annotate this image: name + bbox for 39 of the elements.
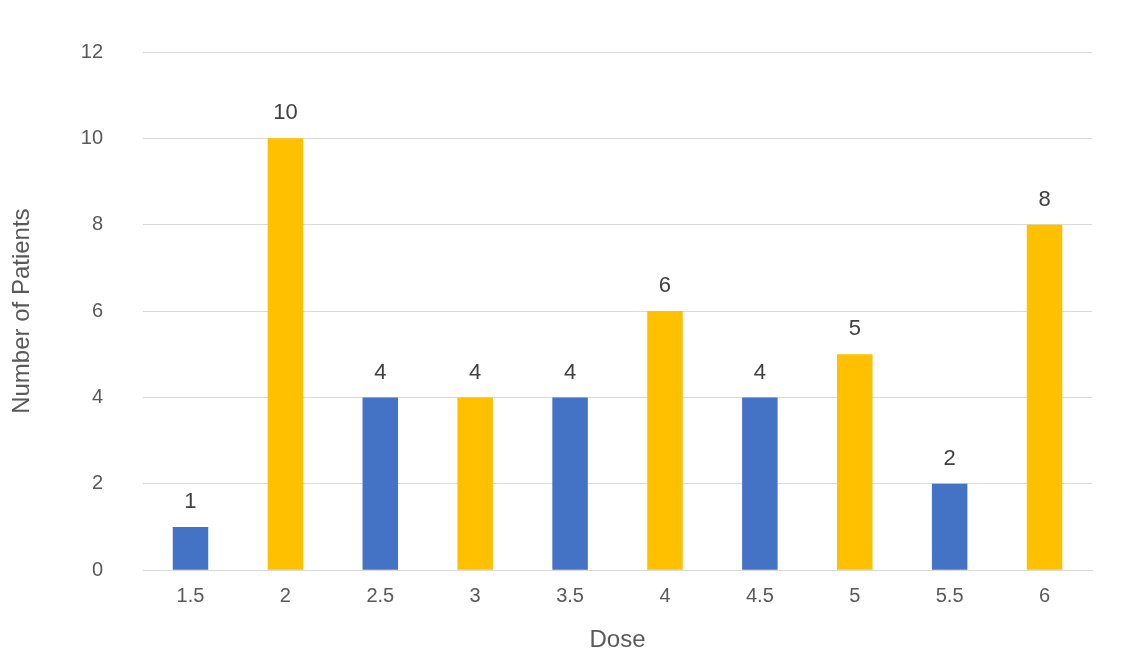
bar [172, 527, 209, 570]
x-tick-label: 4 [659, 583, 671, 606]
data-label: 8 [1038, 185, 1051, 211]
bar [1026, 224, 1063, 570]
y-tick-label: 10 [80, 125, 104, 148]
data-label: 10 [273, 99, 298, 125]
x-tick-label: 1.5 [176, 583, 205, 606]
x-tick-label: 3.5 [556, 583, 584, 606]
data-label: 5 [848, 315, 861, 341]
bar [931, 483, 968, 570]
bar [647, 311, 683, 570]
data-label: 2 [943, 444, 956, 470]
x-tick-label: 5 [849, 583, 861, 606]
bar [552, 397, 588, 570]
x-axis-title: Dose [589, 625, 646, 653]
x-tick-label: 3 [469, 583, 481, 606]
data-label: 1 [184, 488, 197, 514]
y-tick-label: 8 [91, 212, 104, 235]
x-tick-label: 2 [279, 583, 291, 606]
bar [457, 397, 493, 570]
x-tick-label: 6 [1038, 583, 1051, 606]
x-tick-label: 5.5 [935, 583, 964, 606]
y-tick-label: 0 [91, 557, 104, 580]
x-tick-label: 2.5 [366, 583, 395, 606]
x-tick-label: 4.5 [745, 583, 774, 606]
data-label: 4 [563, 358, 577, 384]
y-tick-label: 6 [91, 298, 104, 321]
y-tick-label: 4 [91, 384, 104, 407]
bar [267, 138, 304, 570]
data-label: 4 [374, 358, 387, 384]
y-axis-title: Number of Patients [7, 208, 35, 414]
data-label: 4 [753, 358, 766, 384]
bar [362, 397, 399, 570]
data-label: 6 [658, 272, 672, 298]
y-tick-label: 2 [91, 471, 104, 494]
data-label: 4 [469, 358, 482, 384]
bar [742, 397, 778, 570]
bar [837, 354, 873, 570]
y-tick-label: 12 [80, 39, 104, 62]
